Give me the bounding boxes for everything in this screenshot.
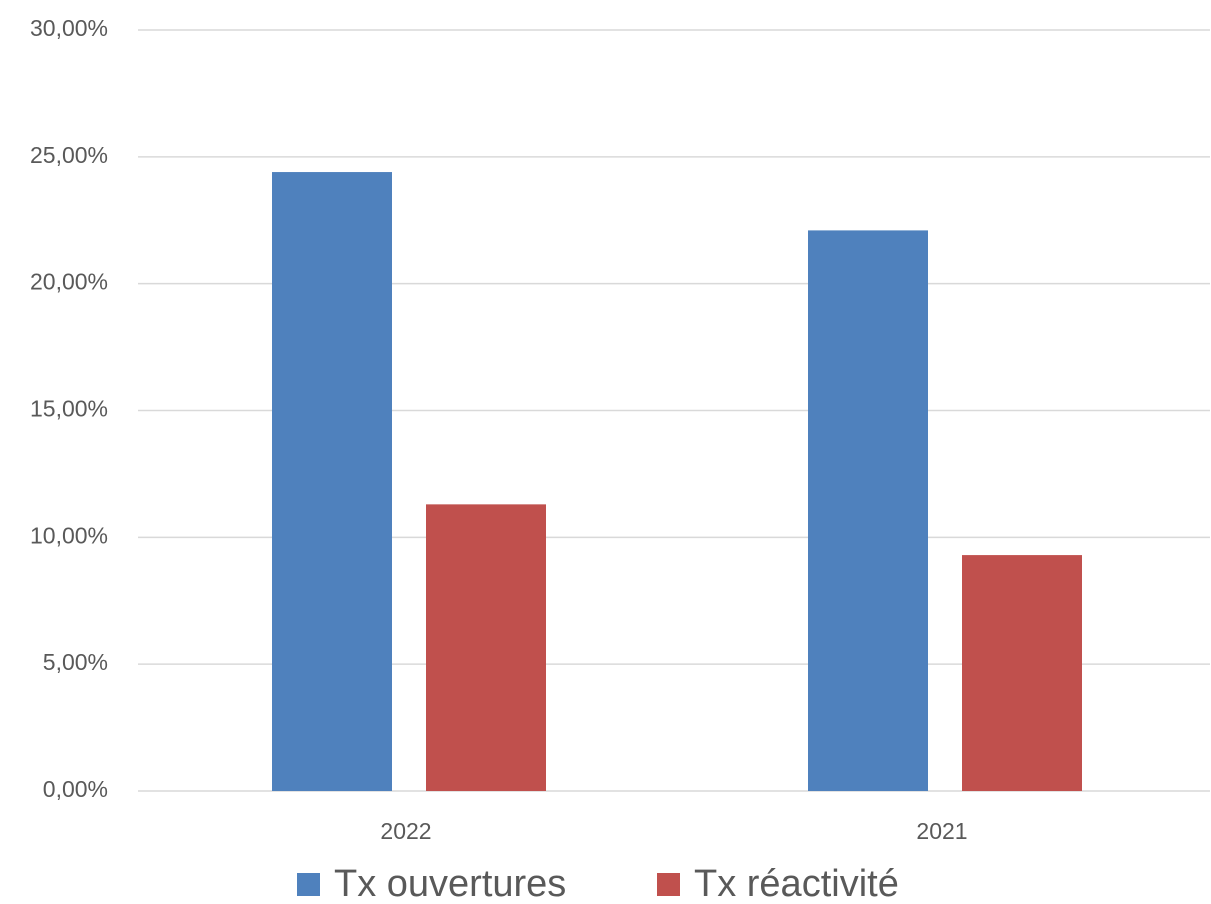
y-tick-label: 20,00% <box>30 269 108 295</box>
y-tick-label: 0,00% <box>43 776 108 802</box>
y-tick-label: 15,00% <box>30 396 108 422</box>
legend-label: Tx réactivité <box>694 863 899 904</box>
bar <box>272 172 392 791</box>
legend-swatch <box>657 873 680 896</box>
x-tick-label: 2021 <box>916 818 967 844</box>
y-tick-label: 30,00% <box>30 15 108 41</box>
y-tick-label: 5,00% <box>43 649 108 675</box>
y-tick-label: 10,00% <box>30 522 108 548</box>
bar <box>962 555 1082 791</box>
x-tick-label: 2022 <box>380 818 431 844</box>
y-tick-label: 25,00% <box>30 142 108 168</box>
bar <box>426 504 546 791</box>
bar <box>808 230 928 791</box>
legend-label: Tx ouvertures <box>334 863 566 904</box>
legend-swatch <box>297 873 320 896</box>
